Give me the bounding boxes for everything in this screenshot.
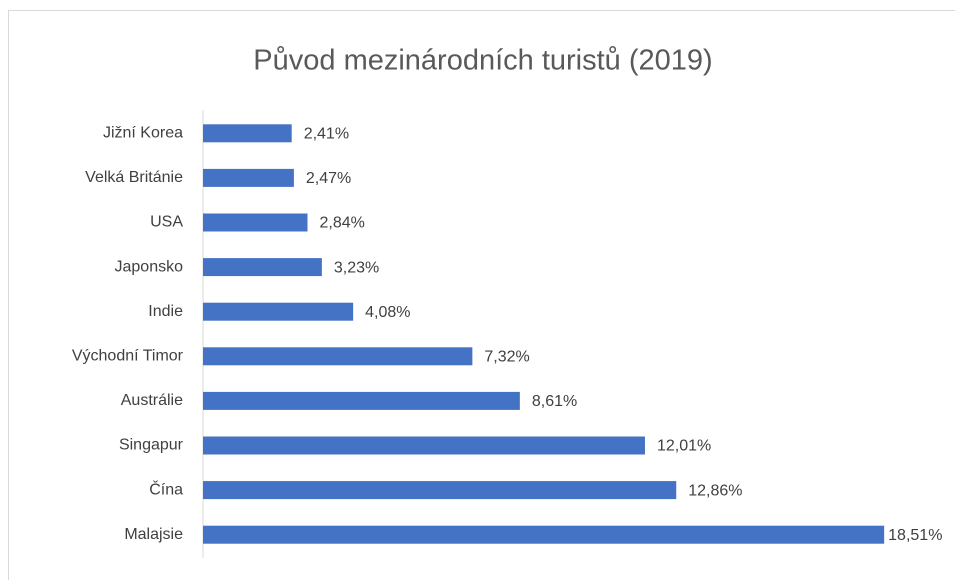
category-label: Velká Británie xyxy=(85,169,183,186)
category-label: Indie xyxy=(148,303,183,320)
value-label: 3,23% xyxy=(334,259,379,276)
category-label: Čína xyxy=(149,479,183,498)
value-label: 2,41% xyxy=(304,126,349,143)
value-label: 12,01% xyxy=(657,438,711,455)
chart-frame xyxy=(8,10,955,580)
bar xyxy=(203,258,322,277)
category-label: Jižní Korea xyxy=(103,125,183,142)
value-label: 18,51% xyxy=(888,527,942,544)
bar xyxy=(203,213,308,232)
category-label: Japonsko xyxy=(115,258,184,275)
bar xyxy=(203,168,294,187)
category-label: USA xyxy=(150,214,183,231)
bar xyxy=(203,525,885,544)
category-label: Východní Timor xyxy=(72,348,184,365)
value-label: 2,47% xyxy=(306,170,351,187)
category-label: Austrálie xyxy=(121,392,183,409)
bar xyxy=(203,436,645,455)
bar xyxy=(203,347,473,366)
category-label: Singapur xyxy=(119,437,184,454)
category-label: Malajsie xyxy=(124,526,183,543)
chart-title: Původ mezinárodních turistů (2019) xyxy=(253,45,712,77)
bar xyxy=(203,302,354,321)
bar xyxy=(203,481,677,500)
bar xyxy=(203,391,520,410)
value-label: 7,32% xyxy=(484,349,529,366)
value-label: 8,61% xyxy=(532,393,577,410)
value-label: 2,84% xyxy=(320,215,365,232)
value-label: 12,86% xyxy=(688,482,742,499)
value-label: 4,08% xyxy=(365,304,410,321)
bar xyxy=(203,124,292,143)
